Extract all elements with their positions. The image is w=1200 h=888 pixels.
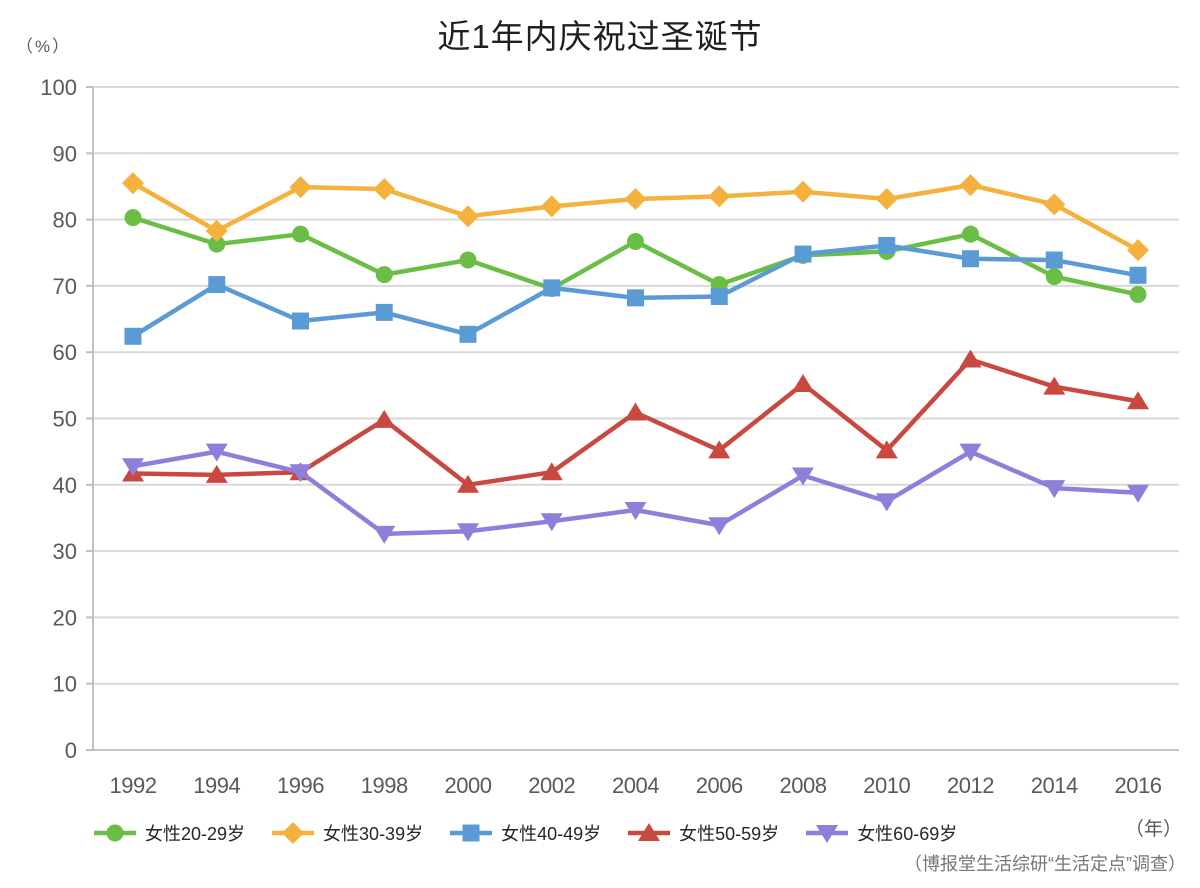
source-note: （博报堂生活综研“生活定点”调查） [904, 854, 1186, 874]
legend-item: 女性20-29岁 [93, 820, 245, 846]
legend-marker-triangle-down-icon [806, 825, 849, 843]
y-axis-tick-label: 10 [53, 672, 77, 697]
x-axis-tick-label: 1992 [110, 773, 157, 798]
y-axis-tick-label: 60 [53, 340, 77, 365]
x-axis-tick-label: 2010 [863, 773, 910, 798]
x-axis-tick-label: 2000 [445, 773, 492, 798]
series-女性60-69岁 [122, 443, 1149, 544]
y-axis-tick-label: 20 [53, 605, 77, 630]
legend-item: 女性30-39岁 [271, 820, 423, 846]
series-女性20-29岁 [124, 209, 1147, 304]
y-axis-unit-label: （%） [16, 37, 72, 56]
x-axis-tick-label: 2014 [1031, 773, 1078, 798]
legend-label: 女性60-69岁 [857, 824, 958, 844]
series-line [130, 449, 1141, 537]
legend-label: 女性30-39岁 [323, 824, 424, 844]
x-axis-tick-label: 2008 [780, 773, 827, 798]
x-axis-tick-label: 2012 [947, 773, 994, 798]
x-axis-tick-label: 2002 [528, 773, 575, 798]
x-axis-unit-label: （年） [1124, 819, 1182, 840]
x-axis-tick-label: 1998 [361, 773, 408, 798]
chart-legend: 女性20-29岁 女性30-39岁 女性40-49岁 女性50-59岁 女性60-69岁 [93, 820, 957, 846]
y-axis-tick-label: 40 [53, 473, 77, 498]
series-line [130, 215, 1141, 297]
legend-item: 女性60-69岁 [805, 820, 957, 846]
x-axis-tick-label: 2004 [612, 773, 659, 798]
x-axis-tick-label: 2006 [696, 773, 743, 798]
legend-label: 女性40-49岁 [501, 824, 602, 844]
y-axis-tick-label: 30 [53, 539, 77, 564]
y-axis-tick-label: 90 [53, 141, 77, 166]
series-女性40-49岁 [124, 236, 1147, 345]
legend-item: 女性40-49岁 [449, 820, 601, 846]
legend-marker-square-icon [450, 824, 493, 842]
legend-marker-diamond-icon [272, 822, 315, 844]
legend-label: 女性20-29岁 [145, 824, 246, 844]
y-axis-tick-label: 80 [53, 208, 77, 233]
legend-item: 女性50-59岁 [627, 820, 779, 846]
y-axis-tick-label: 100 [40, 75, 77, 100]
y-axis-tick-label: 50 [53, 407, 77, 432]
y-axis-tick-label: 0 [65, 738, 77, 763]
plot-area: 0 10 20 30 40 50 60 70 80 90 100 1992 1994 1996 1998 20… [40, 75, 1179, 798]
series-女性30-39岁 [122, 172, 1149, 262]
x-axis-tick-label: 1994 [193, 773, 240, 798]
legend-marker-circle-icon [94, 824, 136, 842]
legend-marker-triangle-up-icon [628, 823, 671, 841]
x-axis-tick-label: 1996 [277, 773, 324, 798]
series-女性50-59岁 [122, 349, 1149, 493]
x-axis-tick-label: 2016 [1115, 773, 1162, 798]
legend-label: 女性50-59岁 [679, 824, 780, 844]
y-axis-tick-label: 70 [53, 274, 77, 299]
chart-title: 近1年内庆祝过圣诞节 [437, 18, 763, 55]
